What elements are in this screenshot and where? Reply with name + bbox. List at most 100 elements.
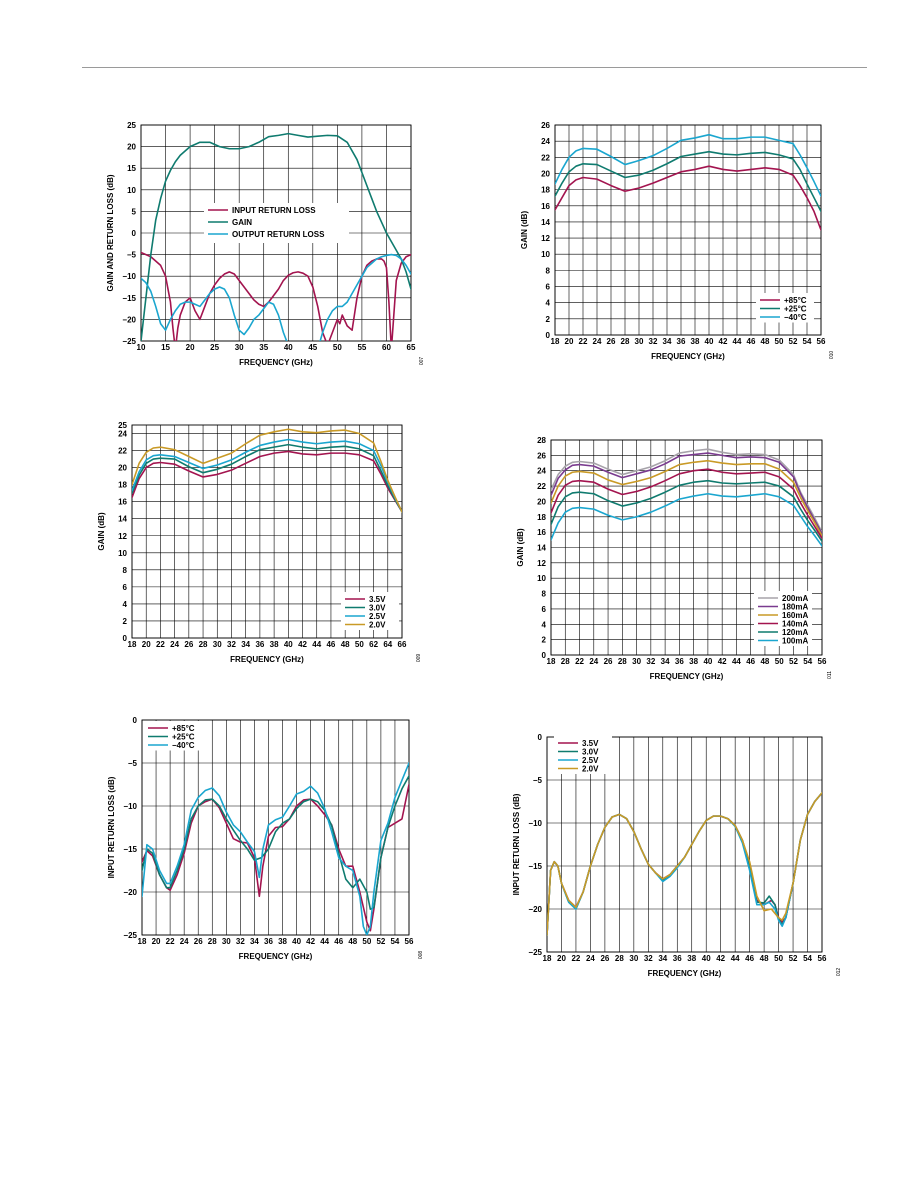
y-tick-label: 8 [123, 566, 128, 575]
x-axis-label: FREQUENCY (GHz) [650, 672, 724, 681]
x-tick-label: 24 [170, 640, 179, 649]
legend-box [204, 203, 349, 243]
y-tick-label: −20 [528, 905, 542, 914]
legend-label: 2.5V [582, 756, 599, 765]
plot-frame [131, 424, 403, 639]
y-tick-label: 4 [542, 620, 547, 629]
legend: +85°C+25°C−40°C [756, 293, 814, 323]
series-group [551, 448, 822, 547]
x-tick-label: 66 [398, 640, 407, 649]
series-group [547, 792, 822, 936]
x-tick-label: 42 [716, 954, 725, 963]
x-tick-label: 28 [621, 337, 630, 346]
plot-frame [140, 124, 412, 342]
y-tick-label: 0 [133, 716, 138, 725]
y-tick-label: 0 [123, 634, 128, 643]
y-tick-label: 0 [538, 733, 543, 742]
chart-input-return-loss-vs-temperature: 18 20 22 24 26 28 30 32 34 36 38 40 42 44 46 48 50 52 54 56… [107, 716, 424, 961]
x-tick-label: 56 [817, 337, 826, 346]
x-tick-label: 46 [747, 337, 756, 346]
y-tick-label: 22 [118, 447, 127, 456]
x-tick-label: 64 [383, 640, 392, 649]
x-tick-label: 36 [264, 937, 273, 946]
x-tick-label: 30 [635, 337, 644, 346]
legend-label: 3.0V [582, 748, 599, 757]
y-tick-label: 14 [118, 515, 127, 524]
y-tick-label: −10 [528, 819, 542, 828]
x-axis-label: FREQUENCY (GHz) [239, 358, 313, 367]
x-tick-label: 24 [589, 657, 598, 666]
x-tick-label: 34 [241, 640, 250, 649]
y-tick-label: 0 [546, 331, 551, 340]
y-tick-label: −5 [533, 776, 543, 785]
x-axis-label: FREQUENCY (GHz) [648, 969, 722, 978]
y-tick-label: 24 [118, 430, 127, 439]
series-group [141, 132, 411, 341]
y-tick-label: 18 [118, 481, 127, 490]
x-axis-label: FREQUENCY (GHz) [651, 352, 725, 361]
y-axis-label: INPUT RETURN LOSS (dB) [107, 776, 116, 878]
x-tick-label: 28 [615, 954, 624, 963]
figure-id: 008 [418, 951, 424, 960]
x-tick-label: 22 [166, 937, 175, 946]
legend-label: 3.5V [582, 739, 599, 748]
y-tick-label: −5 [127, 251, 137, 260]
legend-label: 160mA [782, 611, 808, 620]
x-tick-label: 52 [789, 657, 798, 666]
legend-box [754, 591, 812, 646]
chart-gain-vs-supply-current: 18 28 22 24 26 28 30 32 34 36 38 40 42 44 46 48 50 52 54 56… [516, 436, 833, 681]
x-tick-label: 48 [761, 337, 770, 346]
y-tick-label: 18 [541, 186, 550, 195]
chart-gain-vs-temperature: 18 20 22 24 26 28 30 32 34 36 38 40 42 44 46 48 50 52 54 56… [520, 121, 835, 361]
y-tick-label: 2 [542, 636, 547, 645]
y-tick-label: −10 [122, 272, 136, 281]
y-tick-label: −20 [123, 888, 137, 897]
y-tick-label: 12 [541, 234, 550, 243]
legend-label: 100mA [782, 637, 808, 646]
x-tick-label: 44 [312, 640, 321, 649]
y-tick-label: 28 [537, 436, 546, 445]
x-tick-label: 42 [719, 337, 728, 346]
series-line [555, 133, 821, 197]
x-tick-label: 38 [270, 640, 279, 649]
y-tick-label: −25 [123, 931, 137, 940]
x-tick-label: 34 [663, 337, 672, 346]
series-group [132, 428, 402, 513]
y-tick-label: 25 [127, 121, 136, 130]
x-tick-label: 34 [658, 954, 667, 963]
series-line [547, 792, 822, 936]
x-tick-label: 56 [818, 954, 827, 963]
y-tick-label: 24 [537, 467, 546, 476]
chart-input-return-loss-vs-supply-voltage: 18 20 22 24 26 28 30 32 34 36 38 40 42 44 46 48 50 52 54 56… [512, 733, 842, 978]
legend-label: −40°C [172, 741, 195, 750]
series-line [132, 450, 402, 513]
x-tick-label: 34 [250, 937, 259, 946]
x-tick-label: 38 [278, 937, 287, 946]
x-tick-label: 48 [341, 640, 350, 649]
series-line [547, 792, 822, 936]
x-tick-label: 40 [292, 937, 301, 946]
series-line [555, 150, 821, 213]
y-tick-label: 22 [537, 482, 546, 491]
series-line [551, 452, 822, 535]
y-tick-label: 10 [537, 574, 546, 583]
x-tick-label: 24 [180, 937, 189, 946]
x-tick-label: 46 [326, 640, 335, 649]
y-tick-label: 25 [118, 421, 127, 430]
x-tick-label: 38 [691, 337, 700, 346]
x-tick-label: 28 [199, 640, 208, 649]
figure-id: 010 [829, 351, 835, 360]
series-line [132, 438, 402, 513]
x-tick-label: 46 [746, 657, 755, 666]
x-tick-label: 26 [600, 954, 609, 963]
legend-label: 2.0V [369, 621, 386, 630]
series-line [142, 783, 409, 932]
x-tick-label: 56 [405, 937, 414, 946]
x-tick-label: 62 [369, 640, 378, 649]
x-tick-label: 22 [156, 640, 165, 649]
x-tick-label: 25 [210, 343, 219, 352]
y-tick-label: 10 [541, 250, 550, 259]
y-tick-label: 10 [118, 549, 127, 558]
x-tick-label: 45 [308, 343, 317, 352]
x-tick-label: 60 [382, 343, 391, 352]
